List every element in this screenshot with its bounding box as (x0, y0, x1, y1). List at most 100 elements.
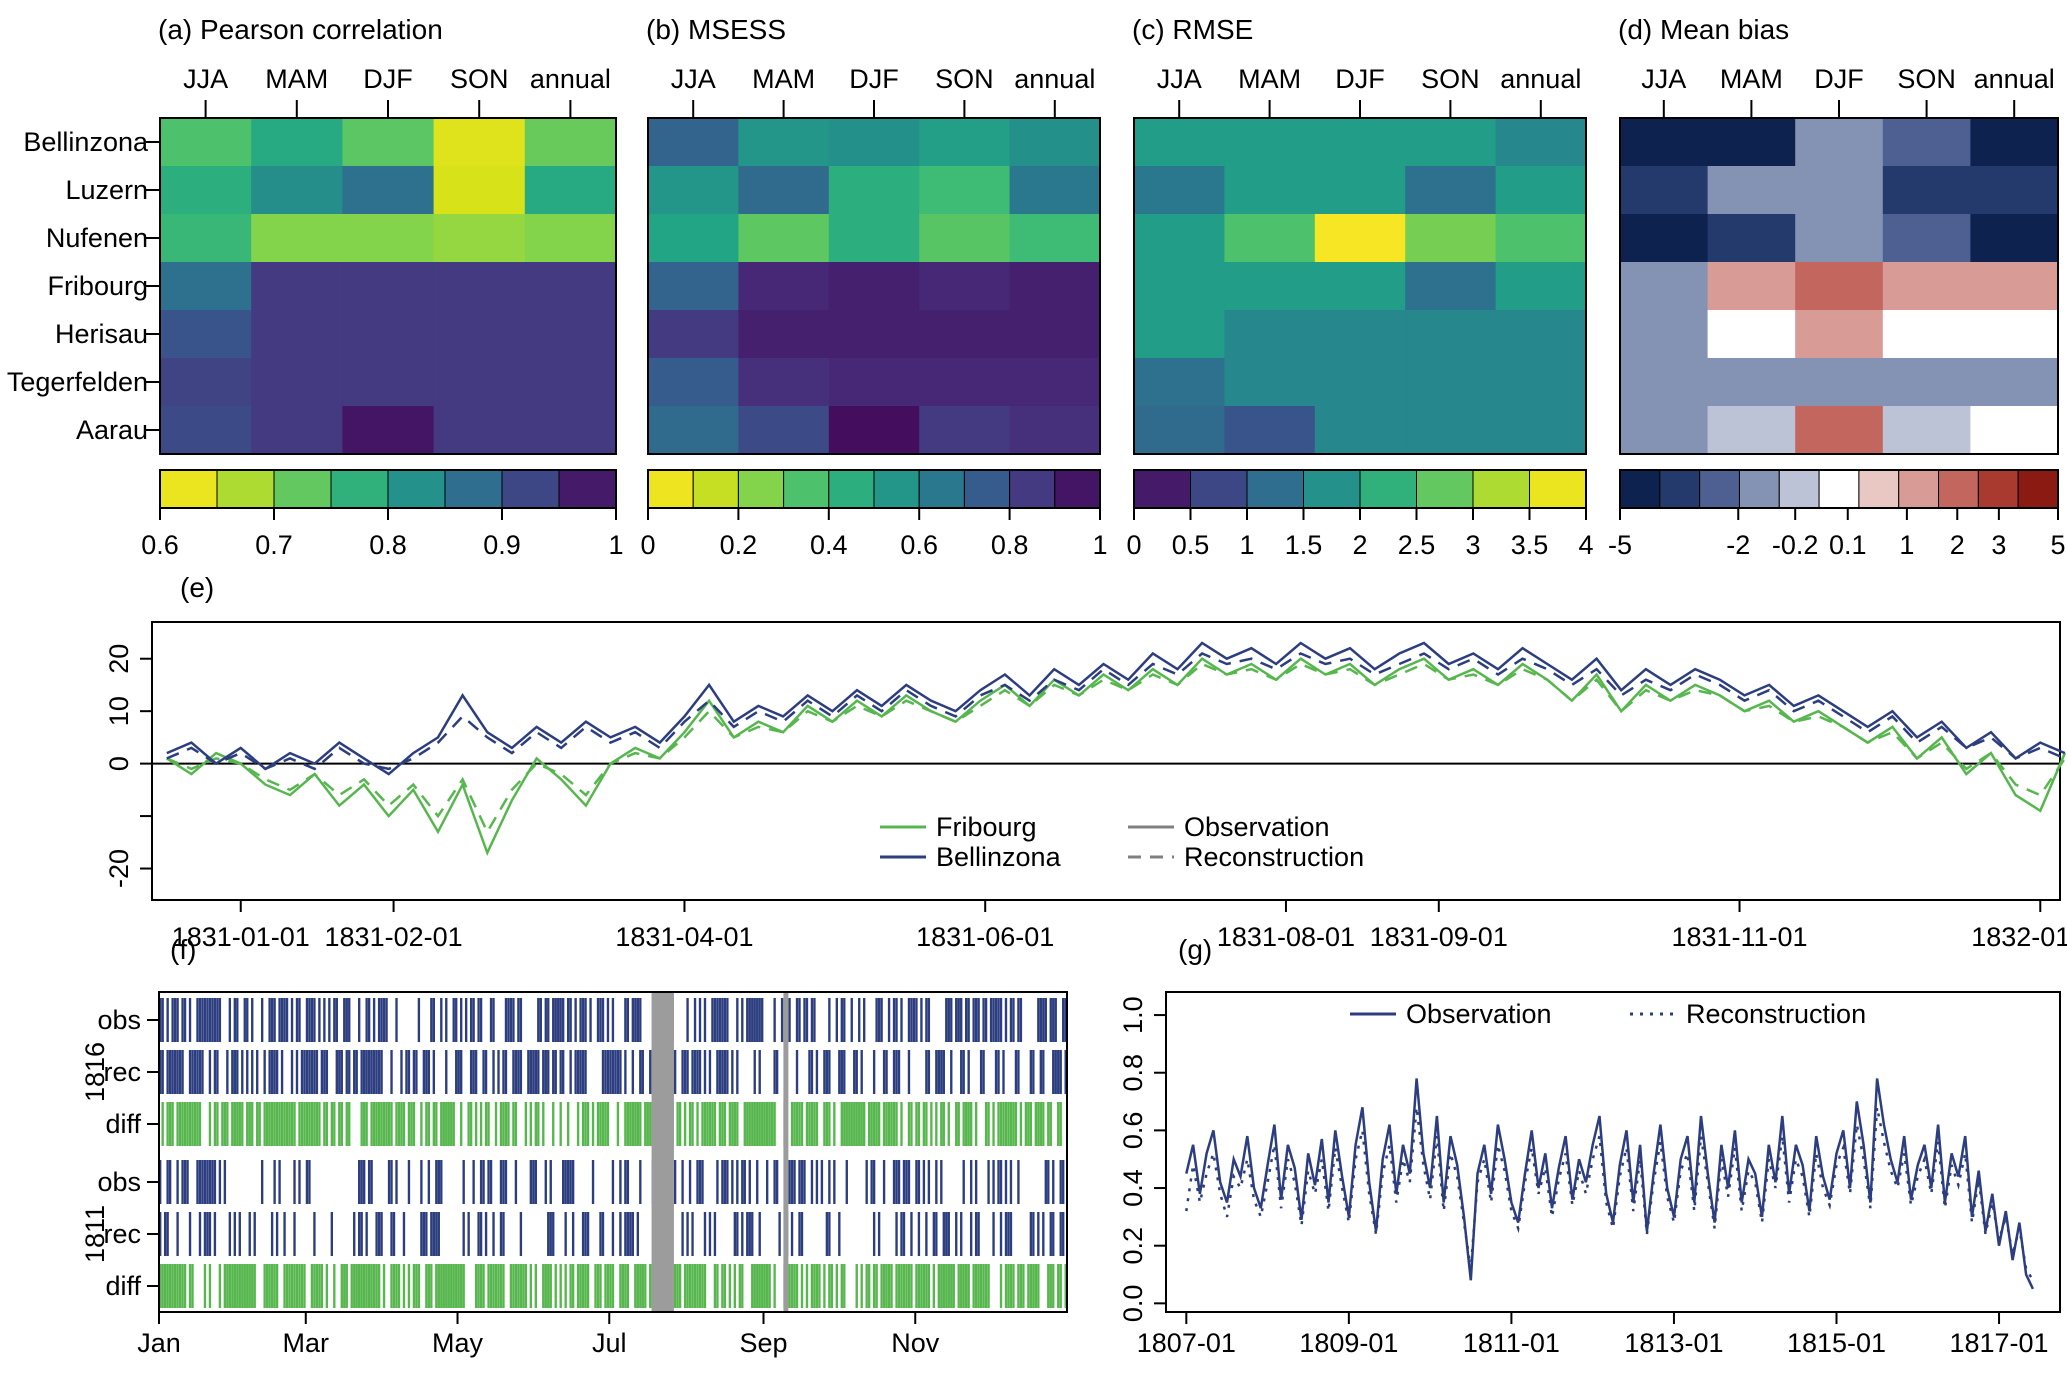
colorbar-segment (647, 469, 694, 509)
barcode-bar (251, 1050, 254, 1094)
barcode-bar (686, 1212, 689, 1256)
missing-data-band (651, 993, 674, 1311)
barcode-bar (173, 1050, 177, 1094)
barcode-bar (407, 1160, 411, 1204)
barcode-bar (711, 998, 714, 1042)
barcode-bar (910, 998, 913, 1042)
barcode-bar (265, 1102, 269, 1146)
group-label-1811: 1811 (80, 1205, 110, 1263)
barcode-bar (701, 1160, 704, 1204)
barcode-bar (758, 998, 761, 1042)
series-fribourg-observation (166, 657, 2067, 857)
barcode-bar (895, 1050, 898, 1094)
barcode-bar (512, 1050, 515, 1094)
barcode-bar (293, 1212, 296, 1256)
x-tick-label: 1815-01 (1787, 1328, 1886, 1358)
heatmap-cell (828, 310, 920, 359)
barcode-bar (820, 1160, 824, 1204)
barcode-bar (721, 1102, 724, 1146)
barcode-bar (942, 1102, 945, 1146)
heatmap-cell (738, 214, 830, 263)
barcode-bar (313, 1050, 316, 1094)
barcode-bar (967, 1264, 970, 1308)
barcode-bar (994, 998, 998, 1042)
barcode-bar (1059, 1264, 1062, 1308)
barcode-bar (161, 1102, 164, 1146)
barcode-bar (223, 1264, 227, 1308)
heatmap-cell (648, 262, 739, 311)
barcode-bar (955, 998, 958, 1042)
heatmap-cell (1882, 214, 1971, 263)
barcode-bar (867, 1264, 871, 1308)
barcode-bar (367, 1050, 371, 1094)
barcode-bar (375, 1102, 378, 1146)
barcode-bar (430, 1264, 433, 1308)
barcode-bar (736, 1160, 739, 1204)
barcode-bar (601, 1102, 605, 1146)
season-column-label: MAM (1238, 64, 1301, 94)
barcode-bar (445, 998, 448, 1042)
season-column-label: annual (1500, 64, 1581, 94)
barcode-bar (920, 1264, 923, 1308)
barcode-bar (231, 1050, 234, 1094)
barcode-bar (696, 1050, 699, 1094)
barcode-bar (858, 1102, 861, 1146)
heatmap-cell (1009, 262, 1101, 311)
barcode-bar (810, 1050, 814, 1094)
barcode-bar (358, 998, 361, 1042)
barcode-bar (566, 1102, 570, 1146)
barcode-bar (226, 1102, 229, 1146)
heatmap-cell (1882, 310, 1971, 359)
barcode-bar (621, 1264, 625, 1308)
panel-f-title: (f) (170, 934, 197, 965)
barcode-bar (420, 1212, 423, 1256)
barcode-bar (390, 1212, 393, 1256)
barcode-bar (547, 1050, 550, 1094)
barcode-bar (982, 1264, 985, 1308)
barcode-bar (693, 1264, 697, 1308)
heatmap-cell (1882, 406, 1971, 455)
barcode-bar (385, 998, 388, 1042)
barcode-bar (773, 998, 776, 1042)
barcode-bar (626, 1160, 630, 1204)
heatmap-cell (251, 358, 343, 407)
barcode-bar (927, 1050, 931, 1094)
heatmap-cell (251, 166, 343, 215)
barcode-bar (698, 998, 702, 1042)
season-column-label: DJF (1814, 64, 1864, 94)
barcode-bar (228, 1264, 232, 1308)
barcode-bar (596, 998, 600, 1042)
barcode-bar (1037, 1264, 1040, 1308)
barcode-bar (370, 1102, 373, 1146)
group-label-1816: 1816 (80, 1042, 110, 1102)
barcode-bar (1029, 1102, 1033, 1146)
barcode-bar (377, 1050, 381, 1094)
season-column-label: JJA (183, 64, 228, 94)
barcode-bar (300, 1050, 304, 1094)
barcode-bar (706, 1102, 709, 1146)
heatmap-cell (1970, 310, 2059, 359)
barcode-bar (843, 1264, 846, 1308)
heatmap-cell (1495, 406, 1587, 455)
heatmap-cell (1795, 310, 1884, 359)
barcode-bar (243, 1264, 246, 1308)
barcode-bar (1004, 1212, 1008, 1256)
colorbar-segment (1416, 469, 1474, 509)
barcode-bar (586, 1212, 590, 1256)
colorbar-segment (273, 469, 332, 509)
barcode-bar (910, 1212, 913, 1256)
barcode-bar (303, 1102, 306, 1146)
barcode-bar (962, 1050, 965, 1094)
barcode-bar (562, 998, 565, 1042)
heatmap-cell (919, 262, 1011, 311)
barcode-bar (751, 1102, 754, 1146)
barcode-bar (1019, 1102, 1023, 1146)
barcode-bar (969, 1102, 973, 1146)
barcode-bar (688, 1102, 692, 1146)
barcode-bar (758, 1264, 761, 1308)
barcode-bar (1027, 1264, 1030, 1308)
barcode-bar (761, 1102, 764, 1146)
barcode-bar (1052, 1212, 1055, 1256)
heatmap-cell (738, 118, 830, 167)
barcode-bar (860, 1050, 863, 1094)
